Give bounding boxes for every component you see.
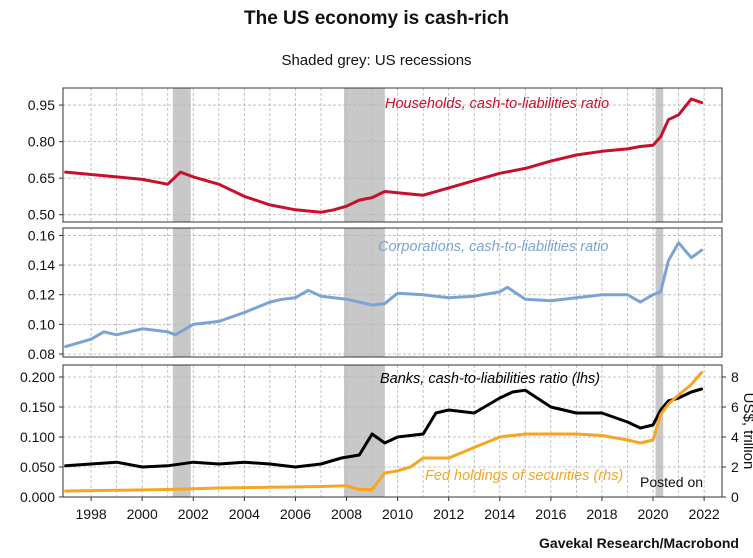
series-label: Corporations, cash-to-liabilities ratio bbox=[378, 239, 609, 255]
x-tick-label: 2014 bbox=[484, 506, 515, 522]
y-tick-label: 0.95 bbox=[28, 97, 55, 113]
y-right-axis-label: US$, trillion bbox=[740, 393, 753, 470]
recession-band bbox=[172, 88, 191, 222]
recession-band bbox=[343, 88, 385, 222]
source-label: Gavekal Research/Macrobond bbox=[539, 535, 739, 551]
series-label: Fed holdings of securities (rhs) bbox=[425, 468, 623, 484]
series-label: Households, cash-to-liabilities ratio bbox=[385, 96, 609, 112]
chart-subtitle: Shaded grey: US recessions bbox=[281, 52, 472, 69]
y-right-tick-label: 8 bbox=[731, 369, 739, 385]
x-tick-label: 2008 bbox=[331, 506, 362, 522]
x-tick-label: 2010 bbox=[382, 506, 413, 522]
y-tick-label: 0.10 bbox=[28, 316, 55, 332]
y-tick-label: 0.80 bbox=[28, 134, 55, 150]
y-tick-label: 0.65 bbox=[28, 170, 55, 186]
recession-band bbox=[655, 88, 664, 222]
recession-band bbox=[343, 365, 385, 497]
watermark: Posted on bbox=[640, 474, 703, 490]
y-tick-label: 0.12 bbox=[28, 287, 55, 303]
y-tick-label: 0.200 bbox=[20, 369, 55, 385]
x-tick-label: 1998 bbox=[76, 506, 107, 522]
series-line-2-1 bbox=[64, 241, 704, 349]
x-tick-label: 2016 bbox=[535, 506, 566, 522]
y-right-tick-label: 4 bbox=[731, 429, 739, 445]
x-tick-label: 2006 bbox=[280, 506, 311, 522]
x-tick-label: 2022 bbox=[689, 506, 720, 522]
y-tick-label: 0.150 bbox=[20, 399, 55, 415]
x-tick-label: 2012 bbox=[433, 506, 464, 522]
panel-frame bbox=[62, 227, 723, 358]
panel-1: 0.95 0.80 0.65 0.50 Households, cash-to-liab… bbox=[28, 87, 723, 223]
recession-band bbox=[172, 365, 191, 497]
y-tick-label: 0.08 bbox=[28, 346, 55, 362]
y-tick-label: 0.16 bbox=[28, 227, 55, 243]
y-tick-label: 0.50 bbox=[28, 207, 55, 223]
series-line-3-2 bbox=[64, 371, 704, 493]
x-tick-label: 2002 bbox=[178, 506, 209, 522]
panel-frame bbox=[62, 364, 723, 498]
y-right-tick-label: 6 bbox=[731, 399, 739, 415]
series-line-1-1 bbox=[64, 97, 704, 214]
y-tick-label: 0.100 bbox=[20, 429, 55, 445]
series-line-3-1 bbox=[64, 387, 704, 469]
recession-band bbox=[655, 365, 664, 497]
panel-frame bbox=[62, 87, 723, 223]
y-right-tick-label: 0 bbox=[731, 489, 739, 505]
y-right-tick-label: 2 bbox=[731, 459, 739, 475]
x-tick-label: 2004 bbox=[229, 506, 260, 522]
x-tick-label: 2020 bbox=[637, 506, 668, 522]
x-tick-label: 2000 bbox=[127, 506, 158, 522]
y-tick-label: 0.050 bbox=[20, 459, 55, 475]
recession-band bbox=[343, 228, 385, 357]
panel-3: 0.200 0.150 0.100 0.050 0.000 8 6 4 2 0 US$, trill… bbox=[20, 364, 753, 522]
x-tick-label: 2018 bbox=[586, 506, 617, 522]
recession-band bbox=[172, 228, 191, 357]
series-label: Banks, cash-to-liabilities ratio (lhs) bbox=[380, 371, 600, 387]
chart-title: The US economy is cash-rich bbox=[243, 8, 510, 29]
y-tick-label: 0.14 bbox=[28, 257, 55, 273]
y-tick-label: 0.000 bbox=[20, 489, 55, 505]
panel-2: 0.16 0.14 0.12 0.10 0.08 Corporations, cash-t… bbox=[28, 227, 723, 362]
